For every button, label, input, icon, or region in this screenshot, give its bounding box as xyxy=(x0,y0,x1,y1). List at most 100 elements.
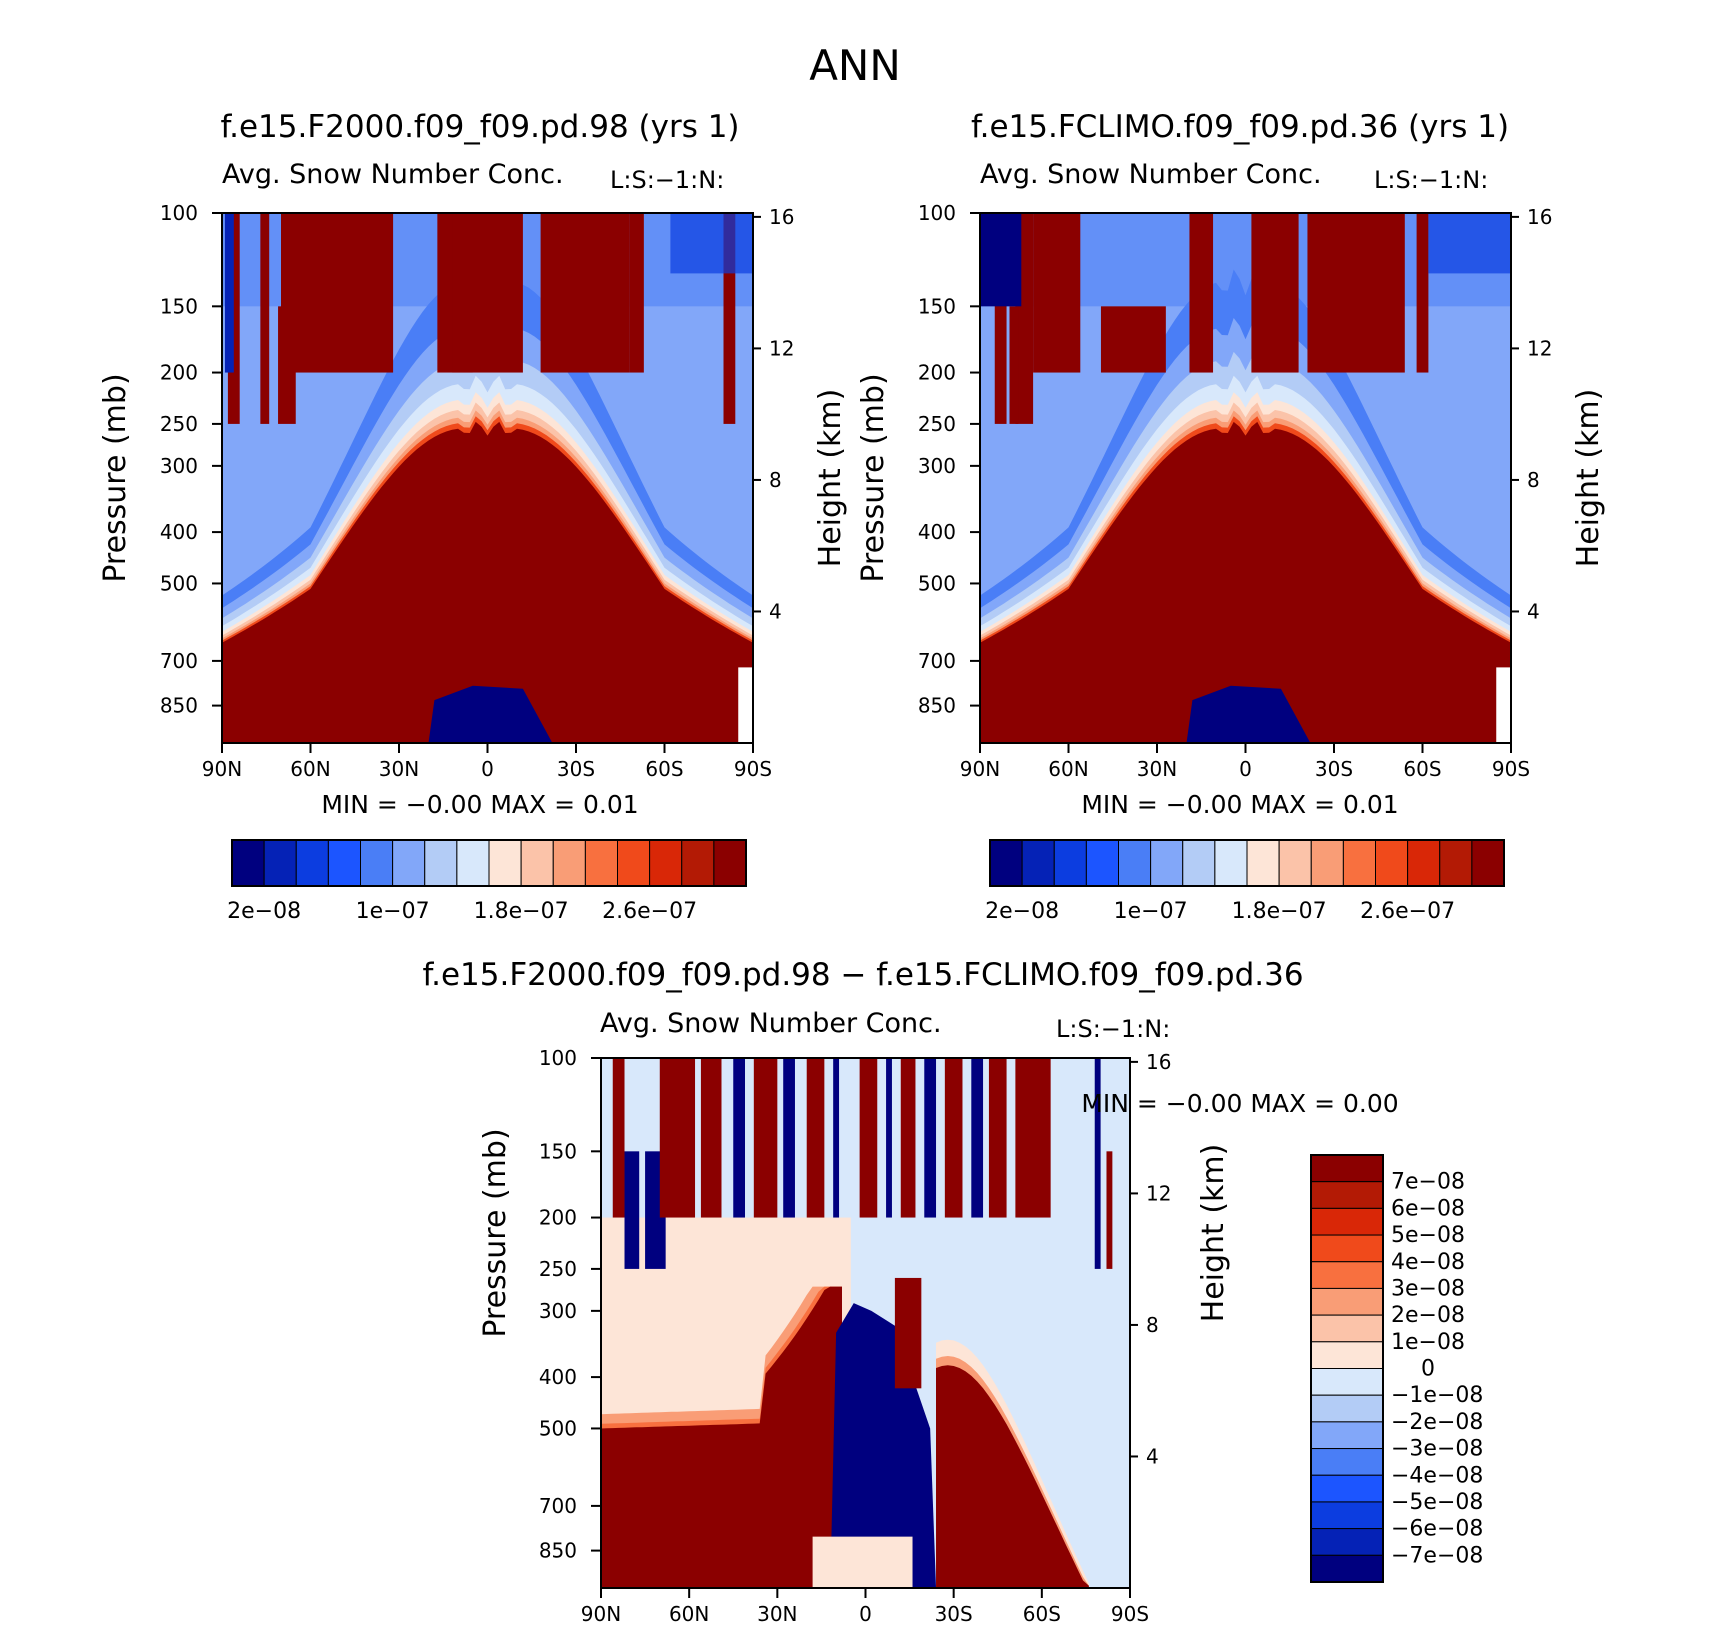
colorbar-swatch xyxy=(263,839,297,887)
upper-stripe xyxy=(700,1058,722,1218)
upper-stripe xyxy=(783,1058,795,1218)
colorbar-swatch xyxy=(1150,839,1184,887)
panel-subtitle: Avg. Snow Number Conc. xyxy=(980,159,1322,190)
y-tick-label: 300 xyxy=(918,454,956,478)
y-tick-label: 200 xyxy=(918,361,956,385)
colorbar-swatch xyxy=(1310,1181,1384,1209)
figure-title: ANN xyxy=(809,41,901,90)
colorbar-swatch xyxy=(1310,1528,1384,1556)
panel-1: 100 150 200 250 300 400 500 700 850 16 12 8 4 90N 60N 3… xyxy=(98,109,848,924)
colorbar-swatch xyxy=(1310,1501,1384,1530)
colorbar-label: 2e−08 xyxy=(1391,1303,1465,1328)
colorbar-swatch xyxy=(1310,1554,1384,1583)
upper-stripe xyxy=(1015,1058,1051,1218)
colorbar-swatch xyxy=(1310,1421,1384,1450)
height-axis-label: Height (km) xyxy=(1196,1144,1231,1323)
y-tick-label: 700 xyxy=(539,1494,577,1518)
min-max-line: MIN = −0.00 MAX = 0.00 xyxy=(1081,1089,1398,1118)
contour-band xyxy=(980,421,1511,743)
height-tick-label: 12 xyxy=(1146,1181,1171,1205)
colorbar-label: 6e−08 xyxy=(1391,1196,1465,1221)
y-tick-label: 400 xyxy=(539,1365,577,1389)
upper-stripe xyxy=(988,1058,1007,1218)
y-tick-label: 700 xyxy=(160,649,198,673)
colorbar-label: −4e−08 xyxy=(1391,1463,1483,1488)
y-tick-label: 200 xyxy=(539,1206,577,1230)
upper-strip xyxy=(994,213,1007,424)
left-red-band xyxy=(601,1286,842,1588)
panel-subtitle: Avg. Snow Number Conc. xyxy=(600,1008,942,1039)
height-axis-label: Height (km) xyxy=(813,389,848,568)
height-tick-label: 8 xyxy=(1527,468,1540,492)
colorbar-swatch xyxy=(649,839,683,887)
height-tick-label: 4 xyxy=(769,599,782,623)
y-tick-label: 850 xyxy=(160,694,198,718)
colorbar-label: 4e−08 xyxy=(1391,1250,1465,1275)
x-tick-label: 90S xyxy=(734,757,772,781)
colorbar-label: 1.8e−07 xyxy=(474,899,569,924)
colorbar-swatch xyxy=(1310,839,1344,887)
y-tick-label: 500 xyxy=(539,1416,577,1440)
x-tick-label: 0 xyxy=(859,1602,872,1626)
colorbar-swatch xyxy=(327,839,361,887)
x-tick-label: 60S xyxy=(1023,1602,1061,1626)
height-tick-label: 12 xyxy=(769,336,794,360)
colorbar-swatch xyxy=(1053,839,1087,887)
x-tick-label: 30N xyxy=(1137,757,1177,781)
upper-red-block xyxy=(452,213,473,373)
x-tick-label: 60S xyxy=(1403,757,1441,781)
panel-title: f.e15.F2000.f09_f09.pd.98 (yrs 1) xyxy=(220,109,739,145)
colorbar-swatch xyxy=(392,839,426,887)
colorbar-swatch xyxy=(295,839,329,887)
upper-strip xyxy=(260,213,270,424)
top-right-cap xyxy=(670,213,753,274)
y-tick-label: 850 xyxy=(918,694,956,718)
upper-red-block xyxy=(281,213,394,373)
colorbar-swatch xyxy=(1310,1314,1384,1343)
x-tick-label: 90S xyxy=(1492,757,1530,781)
colorbar-swatch xyxy=(1310,1368,1384,1396)
upper-stripe xyxy=(806,1058,825,1218)
colorbar-swatch xyxy=(1118,839,1152,887)
colorbar-swatch xyxy=(1310,1207,1384,1236)
colorbar-swatch xyxy=(1310,1261,1384,1289)
upper-red-block xyxy=(1100,306,1166,373)
panel-title: f.e15.FCLIMO.f09_f09.pd.36 (yrs 1) xyxy=(971,109,1509,145)
y-tick-label: 100 xyxy=(160,201,198,225)
x-tick-label: 90S xyxy=(1111,1602,1149,1626)
colorbar-swatch xyxy=(1375,839,1409,887)
upper-stripe xyxy=(900,1058,916,1218)
upper-strip xyxy=(980,213,1022,307)
x-tick-label: 60N xyxy=(1048,757,1088,781)
colorbar-swatch xyxy=(1342,839,1376,887)
y-tick-label: 100 xyxy=(539,1046,577,1070)
upper-stripe xyxy=(924,1058,937,1218)
colorbar-label: −6e−08 xyxy=(1391,1517,1483,1542)
colorbar-swatch xyxy=(1278,839,1312,887)
surface-mask xyxy=(1496,667,1511,743)
contour-band xyxy=(222,421,753,743)
upper-red-block xyxy=(1189,213,1214,373)
colorbar-swatch xyxy=(1310,1474,1384,1503)
height-axis-label: Height (km) xyxy=(1571,389,1606,568)
upper-stripe xyxy=(886,1058,892,1218)
colorbar-label: 1.8e−07 xyxy=(1232,899,1327,924)
colorbar-swatch xyxy=(1085,839,1119,887)
colorbar-swatch xyxy=(520,839,554,887)
colorbar-swatch xyxy=(1021,839,1055,887)
colorbar-swatch xyxy=(681,839,715,887)
x-tick-label: 30N xyxy=(757,1602,797,1626)
colorbar-frame xyxy=(989,839,1505,887)
upper-stripe xyxy=(859,1058,878,1218)
panel-tag: L:S:−1:N: xyxy=(1056,1015,1170,1043)
colorbar-swatch xyxy=(1310,1154,1384,1183)
y-tick-label: 100 xyxy=(918,201,956,225)
surface-blue-patch xyxy=(428,685,553,743)
y-tick-label: 850 xyxy=(539,1539,577,1563)
x-tick-label: 30N xyxy=(379,757,419,781)
min-max-line: MIN = −0.00 MAX = 0.01 xyxy=(321,790,638,819)
x-tick-label: 30S xyxy=(1315,757,1353,781)
colorbar-frame xyxy=(231,839,747,887)
upper-stripe xyxy=(733,1058,746,1218)
colorbar-label: 2.6e−07 xyxy=(1360,899,1455,924)
